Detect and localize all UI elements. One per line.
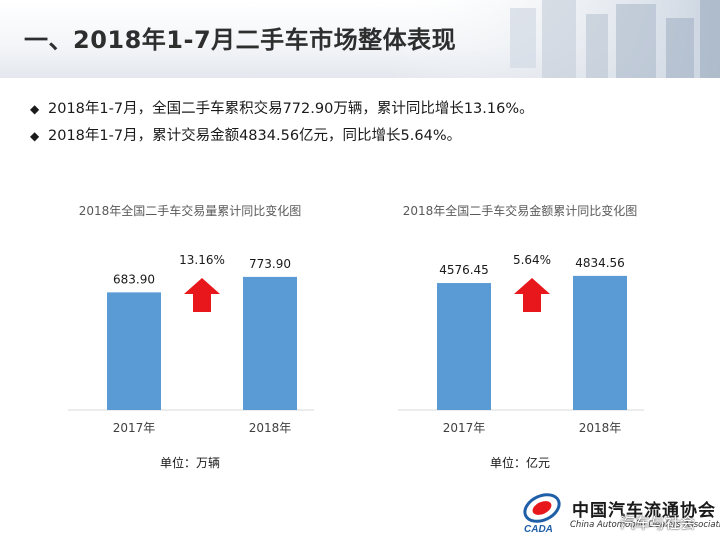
bullet-item: ◆ 2018年1-7月，全国二手车累积交易772.90万辆，累计同比增长13.16… [30, 98, 710, 120]
bar-value-label: 773.90 [249, 257, 291, 271]
diamond-bullet-icon: ◆ [30, 129, 40, 143]
chart-unit-label: 单位：亿元 [489, 456, 550, 470]
bar [437, 283, 491, 410]
growth-percent-label: 5.64% [513, 253, 551, 267]
growth-arrow-icon [514, 278, 550, 312]
bullet-list: ◆ 2018年1-7月，全国二手车累积交易772.90万辆，累计同比增长13.16… [30, 98, 710, 152]
logo-subtitle: China Automobile Dealers Association [570, 520, 720, 530]
chart-plot-amount: 4576.45 2017年 4834.56 2018年 5.64% [398, 253, 644, 435]
page-title: 一、2018年1-7月二手车市场整体表现 [24, 26, 457, 54]
bullet-text: 2018年1-7月，累计交易金额4834.56亿元，同比增长5.64%。 [48, 128, 462, 144]
bar-value-label: 4834.56 [575, 256, 625, 270]
chart-volume: 2018年全国二手车交易量累计同比变化图 683.90 2017年 773.90 20… [56, 198, 324, 478]
cada-logo-icon: CADA [523, 493, 561, 535]
growth-percent-label: 13.16% [179, 253, 225, 267]
slide-header: 一、2018年1-7月二手车市场整体表现 [0, 0, 720, 78]
logo-text: 中国汽车流通协会 [572, 501, 716, 521]
chart-plot-volume: 683.90 2017年 773.90 2018年 13.16% [68, 253, 314, 435]
watermark: 汽车与社会 [620, 514, 696, 532]
bar-value-label: 683.90 [113, 272, 155, 286]
category-tick-label: 2018年 [579, 421, 622, 435]
bullet-text: 2018年1-7月，全国二手车累积交易772.90万辆，累计同比增长13.16%… [48, 101, 534, 117]
header-decoration [390, 0, 720, 78]
chart-amount: 2018年全国二手车交易金额累计同比变化图 4576.45 2017年 4834.5… [386, 198, 654, 478]
growth-arrow-icon [184, 278, 220, 312]
category-tick-label: 2018年 [249, 421, 292, 435]
bar [107, 292, 161, 410]
chart-title: 2018年全国二手车交易量累计同比变化图 [78, 204, 302, 218]
diamond-bullet-icon: ◆ [30, 102, 40, 116]
bar-value-label: 4576.45 [439, 263, 489, 277]
chart-unit-label: 单位：万辆 [159, 456, 220, 470]
category-tick-label: 2017年 [443, 421, 486, 435]
bar [243, 276, 297, 410]
bullet-item: ◆ 2018年1-7月，累计交易金额4834.56亿元，同比增长5.64%。 [30, 125, 710, 147]
logo-emblem-text: CADA [524, 524, 553, 535]
bar [573, 275, 627, 410]
category-tick-label: 2017年 [113, 421, 156, 435]
chart-title: 2018年全国二手车交易金额累计同比变化图 [402, 204, 638, 218]
